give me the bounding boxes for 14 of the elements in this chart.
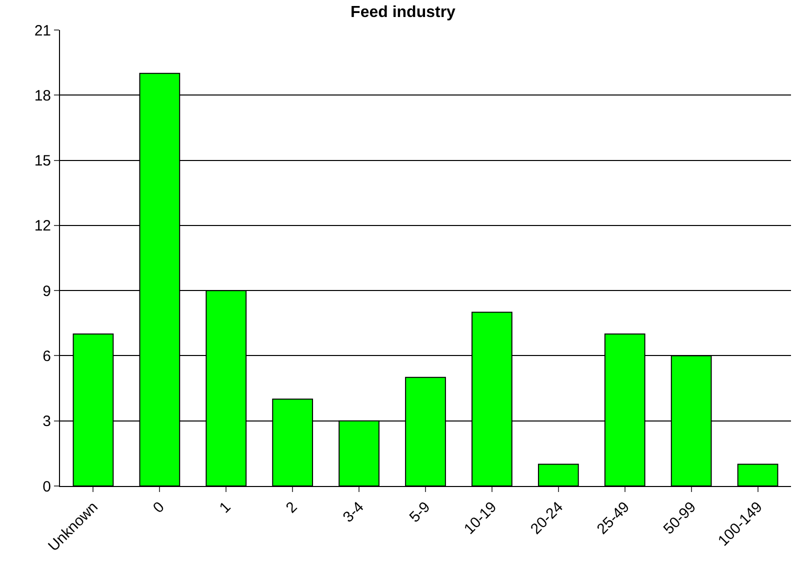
y-tick-label: 6 [42, 348, 51, 365]
x-tick-label: 1 [216, 498, 234, 517]
y-tick-label: 3 [42, 413, 51, 430]
y-tick-label: 12 [34, 218, 51, 235]
y-tick-label: 0 [42, 478, 51, 496]
chart-title: Feed industry [350, 4, 456, 21]
y-tick-label: 9 [42, 282, 51, 300]
y-tick-label: 18 [34, 87, 51, 104]
x-tick-label: 2 [282, 498, 301, 517]
y-tick-label: 15 [34, 152, 51, 170]
y-tick-label: 21 [34, 22, 51, 40]
x-tick-label: 5-9 [406, 498, 434, 526]
x-tick-label: 3-4 [340, 498, 368, 526]
x-tick-label: 0 [150, 498, 168, 517]
